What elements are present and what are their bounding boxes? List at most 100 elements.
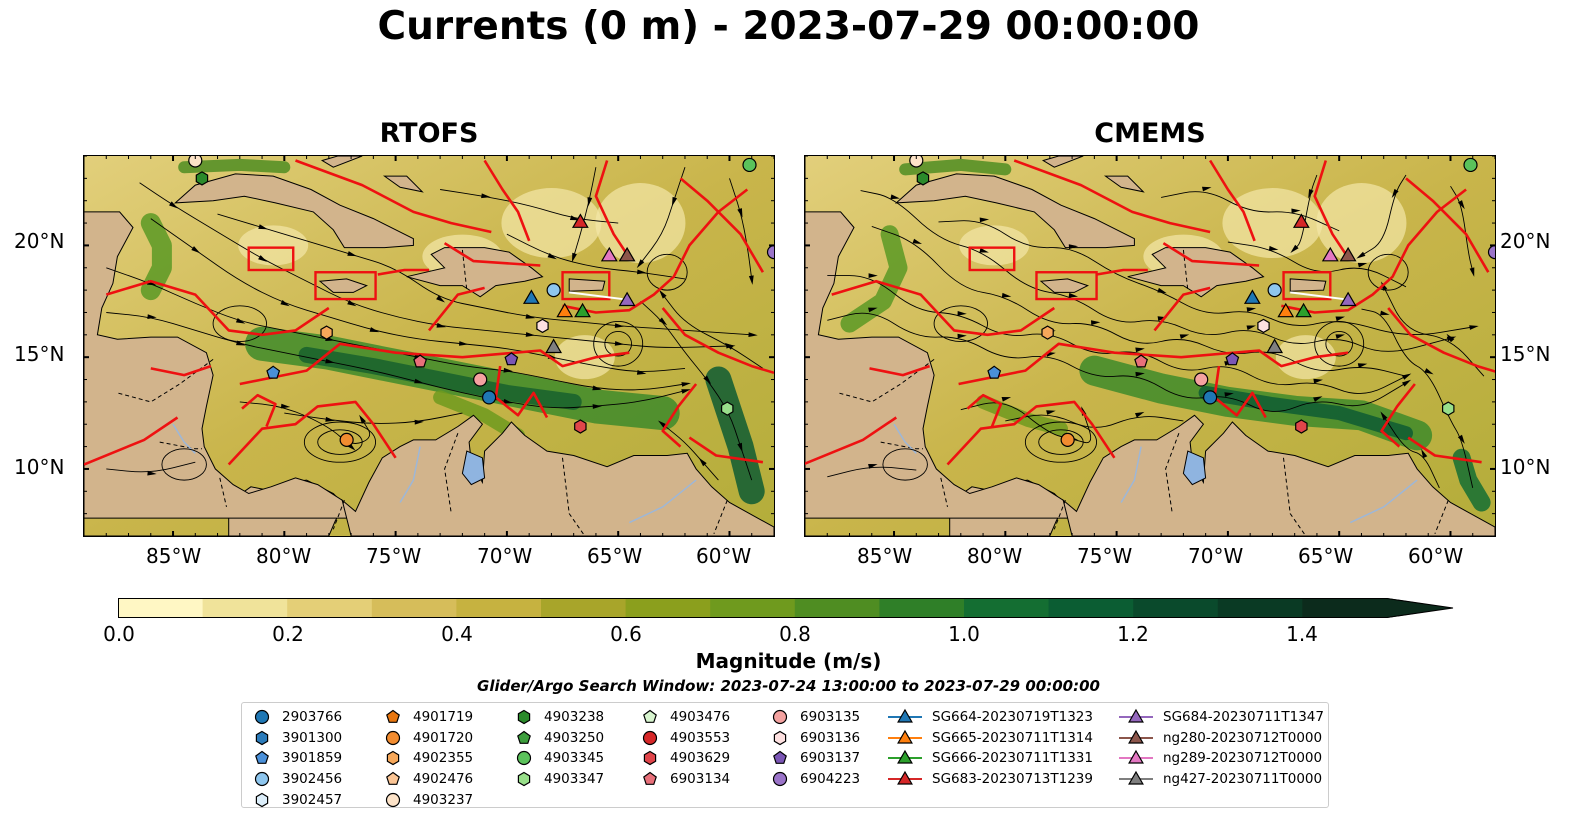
colorbar-tick-1: 0.2 <box>272 622 304 646</box>
legend-label: 6903134 <box>670 771 731 788</box>
country-border <box>159 441 202 450</box>
streamline-arrow <box>347 300 357 307</box>
eez-boundary <box>661 383 698 448</box>
argo-float-marker <box>546 283 561 298</box>
country-border <box>562 457 586 536</box>
lon-label-65w-left: 65°W <box>587 544 643 568</box>
eez-box <box>968 246 1016 272</box>
streamline-arrow <box>1357 262 1368 268</box>
eddy-streamline <box>317 429 363 455</box>
colorbar-bin <box>1217 598 1303 618</box>
legend-label: 3901300 <box>282 729 343 746</box>
glider-marker <box>1339 291 1357 307</box>
glider-marker <box>1266 338 1284 354</box>
glider-marker <box>1292 213 1310 228</box>
eddy-streamline <box>1024 421 1098 463</box>
legend-marker-icon <box>888 729 922 744</box>
streamline-arrow <box>1357 363 1368 368</box>
argo-float-marker <box>1441 401 1455 416</box>
eez-boundary <box>227 400 397 466</box>
country-border <box>940 477 948 508</box>
land-mass <box>173 173 414 249</box>
streamline-arrow <box>1313 396 1323 402</box>
legend-label: ng427-20230711T0000 <box>1163 771 1323 788</box>
eddy-streamline <box>1325 331 1353 357</box>
eddy-streamline <box>933 305 988 342</box>
colorbar-tick-0: 0.0 <box>103 622 135 646</box>
country-border <box>1165 433 1180 514</box>
lon-label-75w-left: 75°W <box>366 544 422 568</box>
glider-marker <box>545 338 563 354</box>
lat-label-15n-right: 15°N <box>1500 342 1551 366</box>
land-mass <box>1062 414 1495 536</box>
streamline-arrow <box>1457 434 1465 444</box>
eez-boundary <box>805 416 898 466</box>
eez-boundary <box>562 188 749 314</box>
country-border <box>880 441 923 450</box>
streamline-arrow <box>587 197 593 207</box>
lat-label-20n-left: 20°N <box>14 229 65 253</box>
eez-boundary <box>239 342 630 386</box>
streamline-arrow <box>1391 188 1399 198</box>
eez-boundary <box>427 286 485 332</box>
streamline-arrow <box>503 398 513 404</box>
streamline-arrow <box>436 295 445 303</box>
colorbar-bin <box>202 598 288 618</box>
streamline-arrow <box>1001 292 1012 298</box>
country-border <box>219 477 227 508</box>
streamline-arrow <box>868 307 878 313</box>
legend-marker-icon <box>517 730 531 744</box>
eez-boundary <box>377 268 429 276</box>
colorbar-bin <box>1302 598 1388 618</box>
streamline-arrow <box>258 224 268 230</box>
streamline-arrow <box>737 442 743 453</box>
glider-marker <box>600 246 618 262</box>
legend-label: 6903136 <box>800 729 861 746</box>
legend-marker-icon <box>1119 770 1153 785</box>
eez-boundary <box>105 279 330 337</box>
current-streamline <box>440 189 619 224</box>
eez-boundary <box>946 400 1116 466</box>
eez-boundary <box>1153 286 1211 332</box>
cmems-map[interactable] <box>804 155 1496 537</box>
colorbar-extend-arrow <box>1387 598 1453 618</box>
current-streamline <box>1005 414 1184 428</box>
argo-float-marker <box>339 432 354 447</box>
eddy-streamline <box>161 448 207 481</box>
streamline-arrow <box>1446 333 1455 343</box>
eez-boundary <box>831 279 1056 337</box>
streamline-arrow <box>636 259 645 269</box>
streamline-arrow <box>614 323 625 328</box>
legend-marker-icon <box>888 770 922 785</box>
eez-boundary <box>295 159 492 234</box>
streamline-arrow <box>637 269 647 275</box>
glider-marker <box>1243 289 1261 304</box>
streamline-arrow <box>868 273 878 278</box>
argo-float-marker <box>481 390 497 405</box>
streamline-arrow <box>325 416 335 422</box>
legend-item: ng427-20230711T0000 <box>1119 769 1324 790</box>
legend-marker-icon <box>517 771 531 787</box>
eez-box <box>314 271 377 301</box>
colorbar-tick-7: 1.4 <box>1286 622 1318 646</box>
eez-box <box>1035 271 1098 301</box>
rtofs-panel-title: RTOFS <box>379 118 479 149</box>
current-streamline <box>827 275 1407 394</box>
eez-boundary <box>1013 159 1211 234</box>
lon-label-75w-right: 75°W <box>1077 544 1133 568</box>
streamline-arrow <box>347 251 357 257</box>
legend-item: 4903476 <box>640 707 730 728</box>
legend-marker-icon <box>1119 729 1153 744</box>
colorbar-tick-2: 0.4 <box>441 622 473 646</box>
legend-item: 3902456 <box>252 769 342 790</box>
current-jet-band <box>1198 385 1413 441</box>
eez-boundary <box>1380 383 1416 448</box>
current-streamline <box>106 461 196 473</box>
legend-marker-icon <box>772 771 788 787</box>
glider-marker <box>574 302 591 318</box>
eez-boundary <box>443 242 541 267</box>
eddy-streamline <box>212 305 267 342</box>
rtofs-map[interactable] <box>83 155 775 537</box>
legend-item: 6903136 <box>770 728 860 749</box>
streamline-arrow <box>572 252 577 263</box>
